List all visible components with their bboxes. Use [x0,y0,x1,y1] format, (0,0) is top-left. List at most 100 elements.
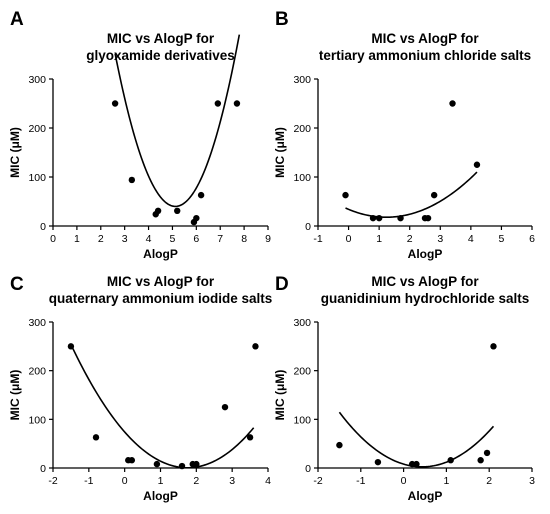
y-tick-label: 200 [293,123,311,135]
y-tick-label: 200 [28,366,46,378]
x-tick-label: 5 [170,233,176,245]
y-tick-label: 100 [28,414,46,426]
x-tick-label: -1 [356,475,365,487]
x-axis-label: AlogP [143,489,178,503]
data-point [473,161,481,168]
data-point [424,214,432,222]
x-tick-label: 1 [376,233,382,245]
fit-curve [70,344,255,469]
data-point [174,207,181,215]
x-tick-label: -1 [313,233,322,245]
data-point [397,214,404,222]
data-point [128,457,136,464]
x-axis-label: AlogP [143,247,178,261]
data-point [369,214,377,222]
x-tick-label: 7 [217,233,223,245]
y-axis-label: MIC (μM) [273,127,287,178]
data-point [430,191,438,199]
x-tick-label: 3 [229,475,235,487]
chart-title-line-1: MIC vs AlogP for [107,31,215,46]
data-point [153,460,161,468]
x-tick-label: 4 [146,233,152,245]
x-tick-label: -2 [313,475,322,487]
y-tick-label: 300 [293,317,311,329]
y-tick-label: 200 [28,123,46,135]
y-tick-label: 200 [293,366,311,378]
chart-title-line-2: tertiary ammonium chloride salts [319,48,531,63]
y-axis-label: MIC (μM) [273,370,287,421]
x-tick-label: 6 [529,233,535,245]
chart-title-line-2: quaternary ammonium iodide salts [49,291,273,306]
x-tick-label: 4 [265,475,271,487]
panel-letter: B [275,9,289,30]
x-tick-label: 6 [193,233,199,245]
data-point [193,460,200,468]
y-tick-label: 100 [28,172,46,184]
chart-title-line-1: MIC vs AlogP for [107,274,215,289]
x-tick-label: 3 [529,475,535,487]
data-point [92,434,100,441]
data-point [477,457,484,464]
data-point [214,100,222,107]
chart-panel-a: A MIC vs AlogP for glyoxamide derivatives 0… [8,9,271,261]
chart-panel-c: C MIC vs AlogP for quaternary ammonium iod… [8,274,272,503]
x-tick-label: -2 [48,475,57,487]
data-point [252,343,259,350]
y-axis-label: MIC (μM) [8,127,22,178]
chart-panel-d: D MIC vs AlogP for guanidinium hydrochlori… [273,274,535,503]
y-tick-label: 100 [293,414,311,426]
y-tick-label: 0 [305,221,311,233]
data-point [490,343,497,350]
x-axis-label: AlogP [408,247,443,261]
x-tick-label: 0 [346,233,352,245]
y-tick-label: 100 [293,172,311,184]
y-axis-label: MIC (μM) [8,370,22,421]
fit-curve [345,171,478,219]
data-point [246,434,254,441]
data-point [483,449,491,457]
x-tick-label: 3 [122,233,128,245]
y-tick-label: 0 [40,463,46,475]
panel-letter: D [275,274,289,295]
data-point [197,191,205,199]
data-point [336,441,343,449]
data-point [221,403,229,411]
x-tick-label: 4 [468,233,474,245]
chart-title-line-2: glyoxamide derivatives [86,48,235,63]
data-point [342,191,349,199]
data-point [233,100,241,107]
y-tick-label: 0 [305,463,311,475]
y-tick-label: 300 [28,74,46,86]
x-tick-label: -1 [84,475,93,487]
data-point [447,457,454,464]
x-tick-label: 1 [158,475,164,487]
data-point [449,100,456,107]
panel-letter: A [10,9,24,30]
fit-curve [114,34,241,208]
panel-letter: C [10,274,24,295]
x-tick-label: 2 [98,233,104,245]
x-tick-label: 1 [443,475,449,487]
x-axis-label: AlogP [408,489,443,503]
data-point [193,214,200,222]
x-tick-label: 3 [437,233,443,245]
x-tick-label: 9 [265,233,271,245]
data-point [154,207,162,215]
x-tick-label: 1 [74,233,80,245]
data-point [111,100,119,107]
chart-title-line-2: guanidinium hydrochloride salts [321,291,530,306]
y-tick-label: 300 [28,317,46,329]
x-tick-label: 2 [486,475,492,487]
data-point [375,214,383,222]
x-tick-label: 8 [241,233,247,245]
x-tick-label: 0 [50,233,56,245]
x-tick-label: 2 [407,233,413,245]
chart-panel-b: B MIC vs AlogP for tertiary ammonium chlor… [273,9,535,261]
data-point [413,460,420,468]
data-point [67,343,75,350]
x-tick-label: 5 [499,233,505,245]
y-tick-label: 300 [293,74,311,86]
data-point [374,458,382,466]
